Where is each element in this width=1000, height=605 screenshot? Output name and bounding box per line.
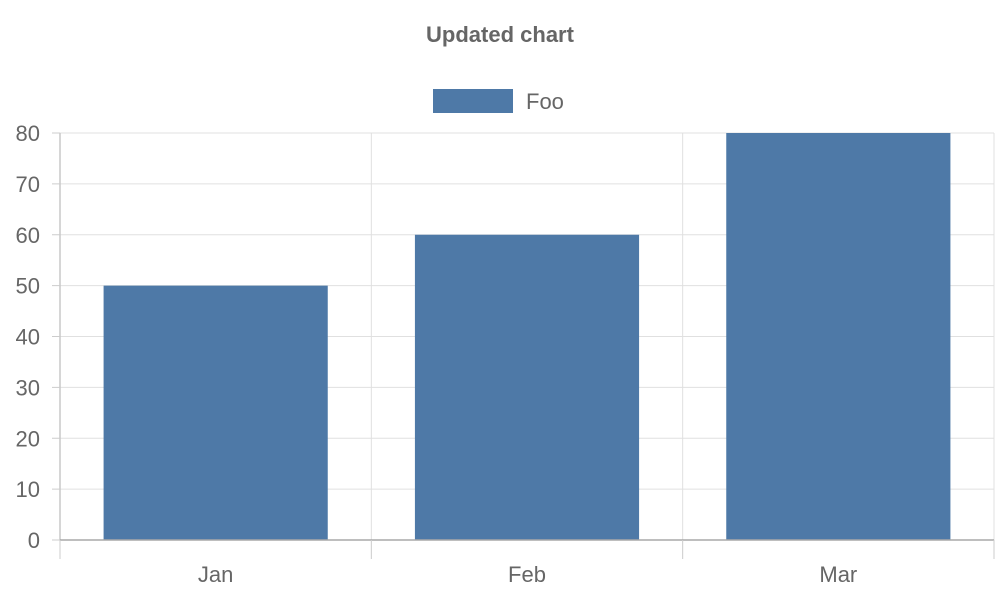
x-axis-ticks: Jan Feb Mar — [59, 540, 995, 587]
chart-title: Updated chart — [426, 22, 575, 47]
bar-feb — [414, 234, 640, 540]
x-tick-label: Feb — [508, 562, 546, 587]
y-axis-ticks: 0 10 20 30 40 50 60 70 80 — [16, 121, 60, 553]
y-tick-label: 50 — [16, 274, 40, 299]
y-tick-label: 30 — [16, 375, 40, 400]
y-tick-label: 10 — [16, 477, 40, 502]
bar-mar — [726, 133, 951, 540]
y-tick-label: 80 — [16, 121, 40, 146]
bar-jan — [103, 285, 328, 540]
y-tick-label: 20 — [16, 426, 40, 451]
y-tick-label: 0 — [28, 528, 40, 553]
x-tick-label: Mar — [819, 562, 857, 587]
y-tick-label: 40 — [16, 325, 40, 350]
legend: Foo — [433, 89, 564, 114]
legend-label: Foo — [526, 89, 564, 114]
legend-swatch — [433, 89, 513, 113]
y-tick-label: 60 — [16, 223, 40, 248]
y-tick-label: 70 — [16, 172, 40, 197]
x-tick-label: Jan — [198, 562, 233, 587]
bars — [103, 133, 951, 540]
